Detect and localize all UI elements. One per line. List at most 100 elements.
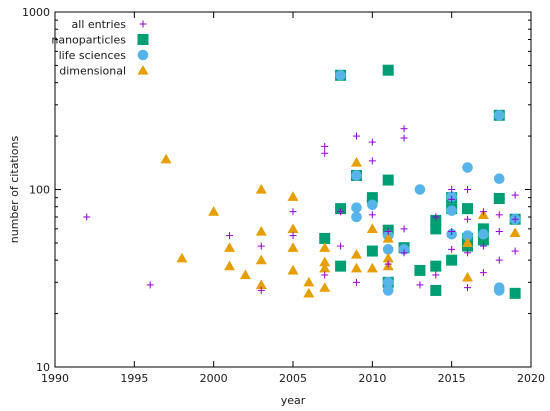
data-point	[382, 174, 394, 186]
data-point	[335, 260, 347, 272]
data-point	[321, 149, 329, 157]
x-tick-label: 1995	[120, 372, 148, 385]
data-point	[319, 262, 331, 273]
data-point	[509, 227, 521, 237]
data-point	[337, 242, 345, 250]
y-tick-label: 100	[29, 184, 50, 197]
data-point	[368, 157, 376, 165]
data-point	[493, 109, 505, 121]
data-point	[479, 208, 487, 216]
y-tick-label: 10	[36, 361, 50, 374]
data-point	[446, 254, 458, 266]
data-point	[382, 252, 394, 263]
legend-item: nanoparticles	[51, 34, 149, 47]
data-point	[352, 278, 360, 286]
data-point	[448, 227, 456, 235]
data-point	[287, 191, 299, 201]
data-point	[287, 242, 299, 252]
series-dimensional	[160, 153, 521, 298]
x-tick-label: 2000	[200, 372, 228, 385]
data-point	[400, 134, 408, 142]
data-point	[384, 260, 392, 268]
data-point	[495, 227, 503, 235]
x-tick-label: 2010	[358, 372, 386, 385]
data-point	[319, 232, 331, 244]
data-point	[430, 260, 442, 272]
data-point	[160, 153, 172, 164]
data-point	[464, 186, 472, 193]
data-points	[83, 64, 521, 299]
data-point	[414, 184, 426, 195]
data-point	[448, 245, 456, 253]
series-nanoparticles	[319, 64, 521, 299]
data-point	[366, 245, 378, 257]
data-point	[337, 208, 345, 216]
data-point	[335, 69, 346, 81]
x-tick-label: 2005	[279, 372, 307, 385]
legend-label: all entries	[72, 18, 127, 31]
data-point	[83, 213, 91, 221]
data-point	[321, 142, 329, 150]
legend-marker	[137, 65, 149, 75]
data-point	[368, 211, 376, 219]
data-point	[350, 249, 362, 259]
data-point	[382, 64, 394, 76]
data-point	[208, 206, 220, 216]
legend-marker	[139, 20, 147, 28]
legend-marker	[137, 34, 149, 45]
data-point	[366, 192, 378, 204]
data-point	[224, 242, 236, 252]
data-point	[255, 279, 267, 290]
data-point	[511, 247, 519, 255]
plot-frame	[54, 11, 532, 368]
y-axis-title: number of citations	[8, 135, 21, 243]
data-point	[303, 276, 315, 287]
data-point	[511, 215, 519, 223]
data-point	[432, 213, 440, 221]
data-point	[351, 202, 362, 213]
data-point	[303, 287, 315, 298]
data-point	[382, 244, 394, 255]
data-point	[495, 211, 503, 219]
x-tick-label: 2020	[517, 372, 545, 385]
legend-marker	[137, 49, 149, 61]
data-point	[350, 156, 362, 167]
data-point	[400, 249, 408, 257]
data-point	[287, 264, 299, 275]
data-point	[382, 232, 394, 243]
data-point	[350, 262, 362, 273]
data-point	[368, 138, 376, 146]
data-point	[255, 254, 267, 265]
data-point	[289, 232, 297, 240]
data-point	[464, 284, 472, 292]
data-point	[289, 208, 297, 216]
data-point	[493, 192, 505, 204]
data-point	[479, 269, 487, 277]
data-point	[146, 281, 154, 289]
legend: all entries nanoparticles life sciences dim…	[51, 18, 149, 78]
data-point	[400, 225, 408, 233]
legend-label: nanoparticles	[51, 34, 126, 47]
data-point	[319, 242, 331, 252]
data-point	[319, 282, 331, 292]
data-point	[479, 242, 487, 250]
data-point	[287, 223, 299, 234]
data-point	[448, 195, 456, 203]
legend-label: life sciences	[59, 49, 127, 62]
legend-item: life sciences	[59, 49, 149, 62]
data-point	[430, 223, 442, 235]
data-point	[352, 132, 360, 140]
data-point	[367, 199, 378, 211]
data-point	[239, 269, 251, 280]
series-all-entries	[83, 125, 519, 294]
series-life-sciences	[335, 69, 521, 296]
legend-item: all entries	[72, 18, 147, 31]
data-point	[226, 232, 234, 240]
data-point	[351, 170, 362, 181]
data-point	[448, 186, 456, 193]
x-tick-label: 1990	[41, 372, 69, 385]
legend-label: dimensional	[59, 65, 126, 78]
data-point	[464, 215, 472, 223]
legend-item: dimensional	[59, 65, 149, 78]
